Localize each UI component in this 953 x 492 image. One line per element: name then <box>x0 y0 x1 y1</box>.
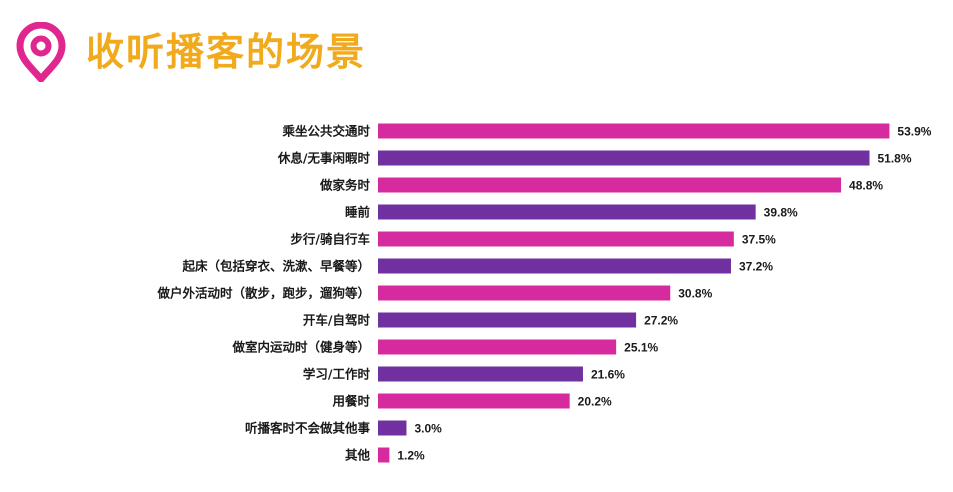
bar <box>378 420 407 436</box>
bar <box>378 258 731 274</box>
value-label: 48.8% <box>849 179 883 193</box>
category-label: 做户外活动时（散步，跑步，遛狗等） <box>156 286 370 301</box>
category-label: 休息/无事闲暇时 <box>277 151 371 166</box>
category-label: 学习/工作时 <box>303 367 371 382</box>
value-label: 53.9% <box>897 125 931 139</box>
category-label: 用餐时 <box>331 394 370 409</box>
bar <box>378 231 734 247</box>
bar <box>378 393 570 409</box>
category-label: 做家务时 <box>319 178 371 193</box>
header: 收听播客的场景 <box>14 22 366 82</box>
page-title: 收听播客的场景 <box>86 30 367 74</box>
value-label: 20.2% <box>578 395 612 409</box>
value-label: 37.2% <box>739 260 773 274</box>
category-label: 其他 <box>345 448 371 463</box>
bar <box>378 123 890 139</box>
category-label: 步行/骑自行车 <box>290 232 370 247</box>
bar <box>378 150 870 166</box>
category-label: 睡前 <box>345 205 371 220</box>
bar <box>378 204 756 220</box>
bar <box>378 366 583 382</box>
category-label: 做室内运动时（健身等） <box>231 340 370 355</box>
value-label: 3.0% <box>414 422 442 436</box>
category-label: 起床（包括穿衣、洗漱、早餐等） <box>181 259 370 274</box>
bar <box>378 285 671 301</box>
value-label: 37.5% <box>742 233 776 247</box>
bar <box>378 447 390 463</box>
value-label: 21.6% <box>591 368 625 382</box>
bar <box>378 177 842 193</box>
bar <box>378 312 637 328</box>
value-label: 51.8% <box>878 152 912 166</box>
value-label: 30.8% <box>678 287 712 301</box>
value-label: 39.8% <box>764 206 798 220</box>
value-label: 1.2% <box>397 449 425 463</box>
bar <box>378 339 617 355</box>
category-label: 开车/自驾时 <box>303 313 371 328</box>
value-label: 27.2% <box>644 314 678 328</box>
category-label: 乘坐公共交通时 <box>281 124 370 139</box>
location-pin-icon <box>16 22 66 82</box>
value-label: 25.1% <box>624 341 658 355</box>
category-label: 听播客时不会做其他事 <box>245 421 371 436</box>
